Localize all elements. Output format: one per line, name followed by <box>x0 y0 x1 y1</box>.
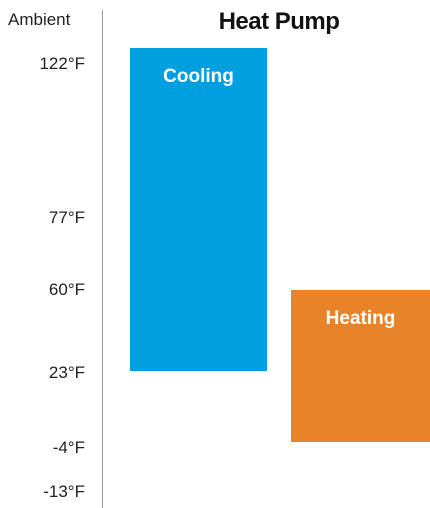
y-tick-60: 60°F <box>48 280 85 299</box>
y-tick-minus13: -13°F <box>43 482 85 501</box>
y-tick-23: 23°F <box>48 363 85 382</box>
y-axis-label: Ambient <box>8 10 71 29</box>
cooling-bar: Cooling <box>130 48 267 371</box>
y-tick-minus4: -4°F <box>52 438 85 457</box>
chart-title: Heat Pump <box>218 8 340 35</box>
y-tick-122: 122°F <box>39 54 85 73</box>
axis-divider <box>102 10 103 508</box>
y-tick-77: 77°F <box>48 208 85 227</box>
heating-label: Heating <box>325 308 396 329</box>
heating-bar: Heating <box>291 290 430 442</box>
cooling-label: Cooling <box>163 66 234 87</box>
